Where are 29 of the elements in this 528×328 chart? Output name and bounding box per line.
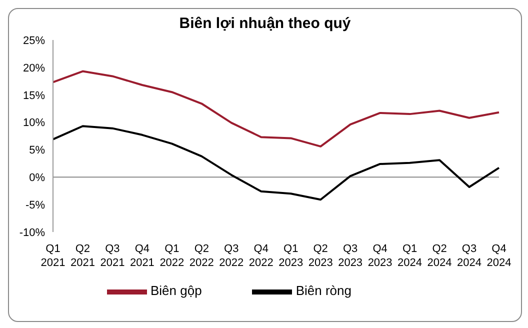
- x-tick-label: Q3 2022: [219, 243, 244, 269]
- legend-label: Biên gộp: [150, 283, 202, 298]
- y-tick-label: -5%: [25, 199, 46, 212]
- x-tick-label: Q2 2024: [427, 243, 452, 269]
- y-tick-label: 25%: [22, 34, 46, 47]
- y-tick-label: 20%: [22, 62, 46, 74]
- line-series: [52, 125, 500, 201]
- x-tick-label: Q4 2024: [486, 243, 512, 269]
- x-tick-label: Q3 2023: [338, 243, 363, 269]
- x-tick-label: Q1 2023: [278, 243, 304, 269]
- y-tick-label: -10%: [19, 226, 46, 239]
- x-tick-label: Q4 2021: [130, 243, 154, 269]
- x-tick-label: Q2 2022: [189, 243, 214, 269]
- x-tick-label: Q2 2021: [70, 243, 95, 269]
- x-tick-label: Q4 2022: [248, 243, 274, 269]
- chart-title: Biên lợi nhuận theo quý: [178, 15, 352, 32]
- x-tick-label: Q1 2021: [40, 243, 66, 269]
- x-tick-label: Q3 2021: [100, 243, 125, 269]
- x-tick-label: Q2 2023: [308, 243, 333, 269]
- y-tick-label: 15%: [22, 90, 46, 102]
- line-series: [52, 70, 500, 148]
- y-tick-label: 10%: [22, 117, 46, 130]
- x-tick-label: Q1 2022: [160, 243, 184, 269]
- legend-label: Biên ròng: [296, 283, 352, 298]
- y-tick-label: 0%: [29, 172, 46, 184]
- x-tick-label: Q3 2024: [457, 243, 482, 269]
- x-tick-label: Q4 2023: [368, 243, 392, 269]
- y-tick-label: 5%: [29, 144, 46, 157]
- x-tick-label: Q1 2024: [398, 243, 422, 269]
